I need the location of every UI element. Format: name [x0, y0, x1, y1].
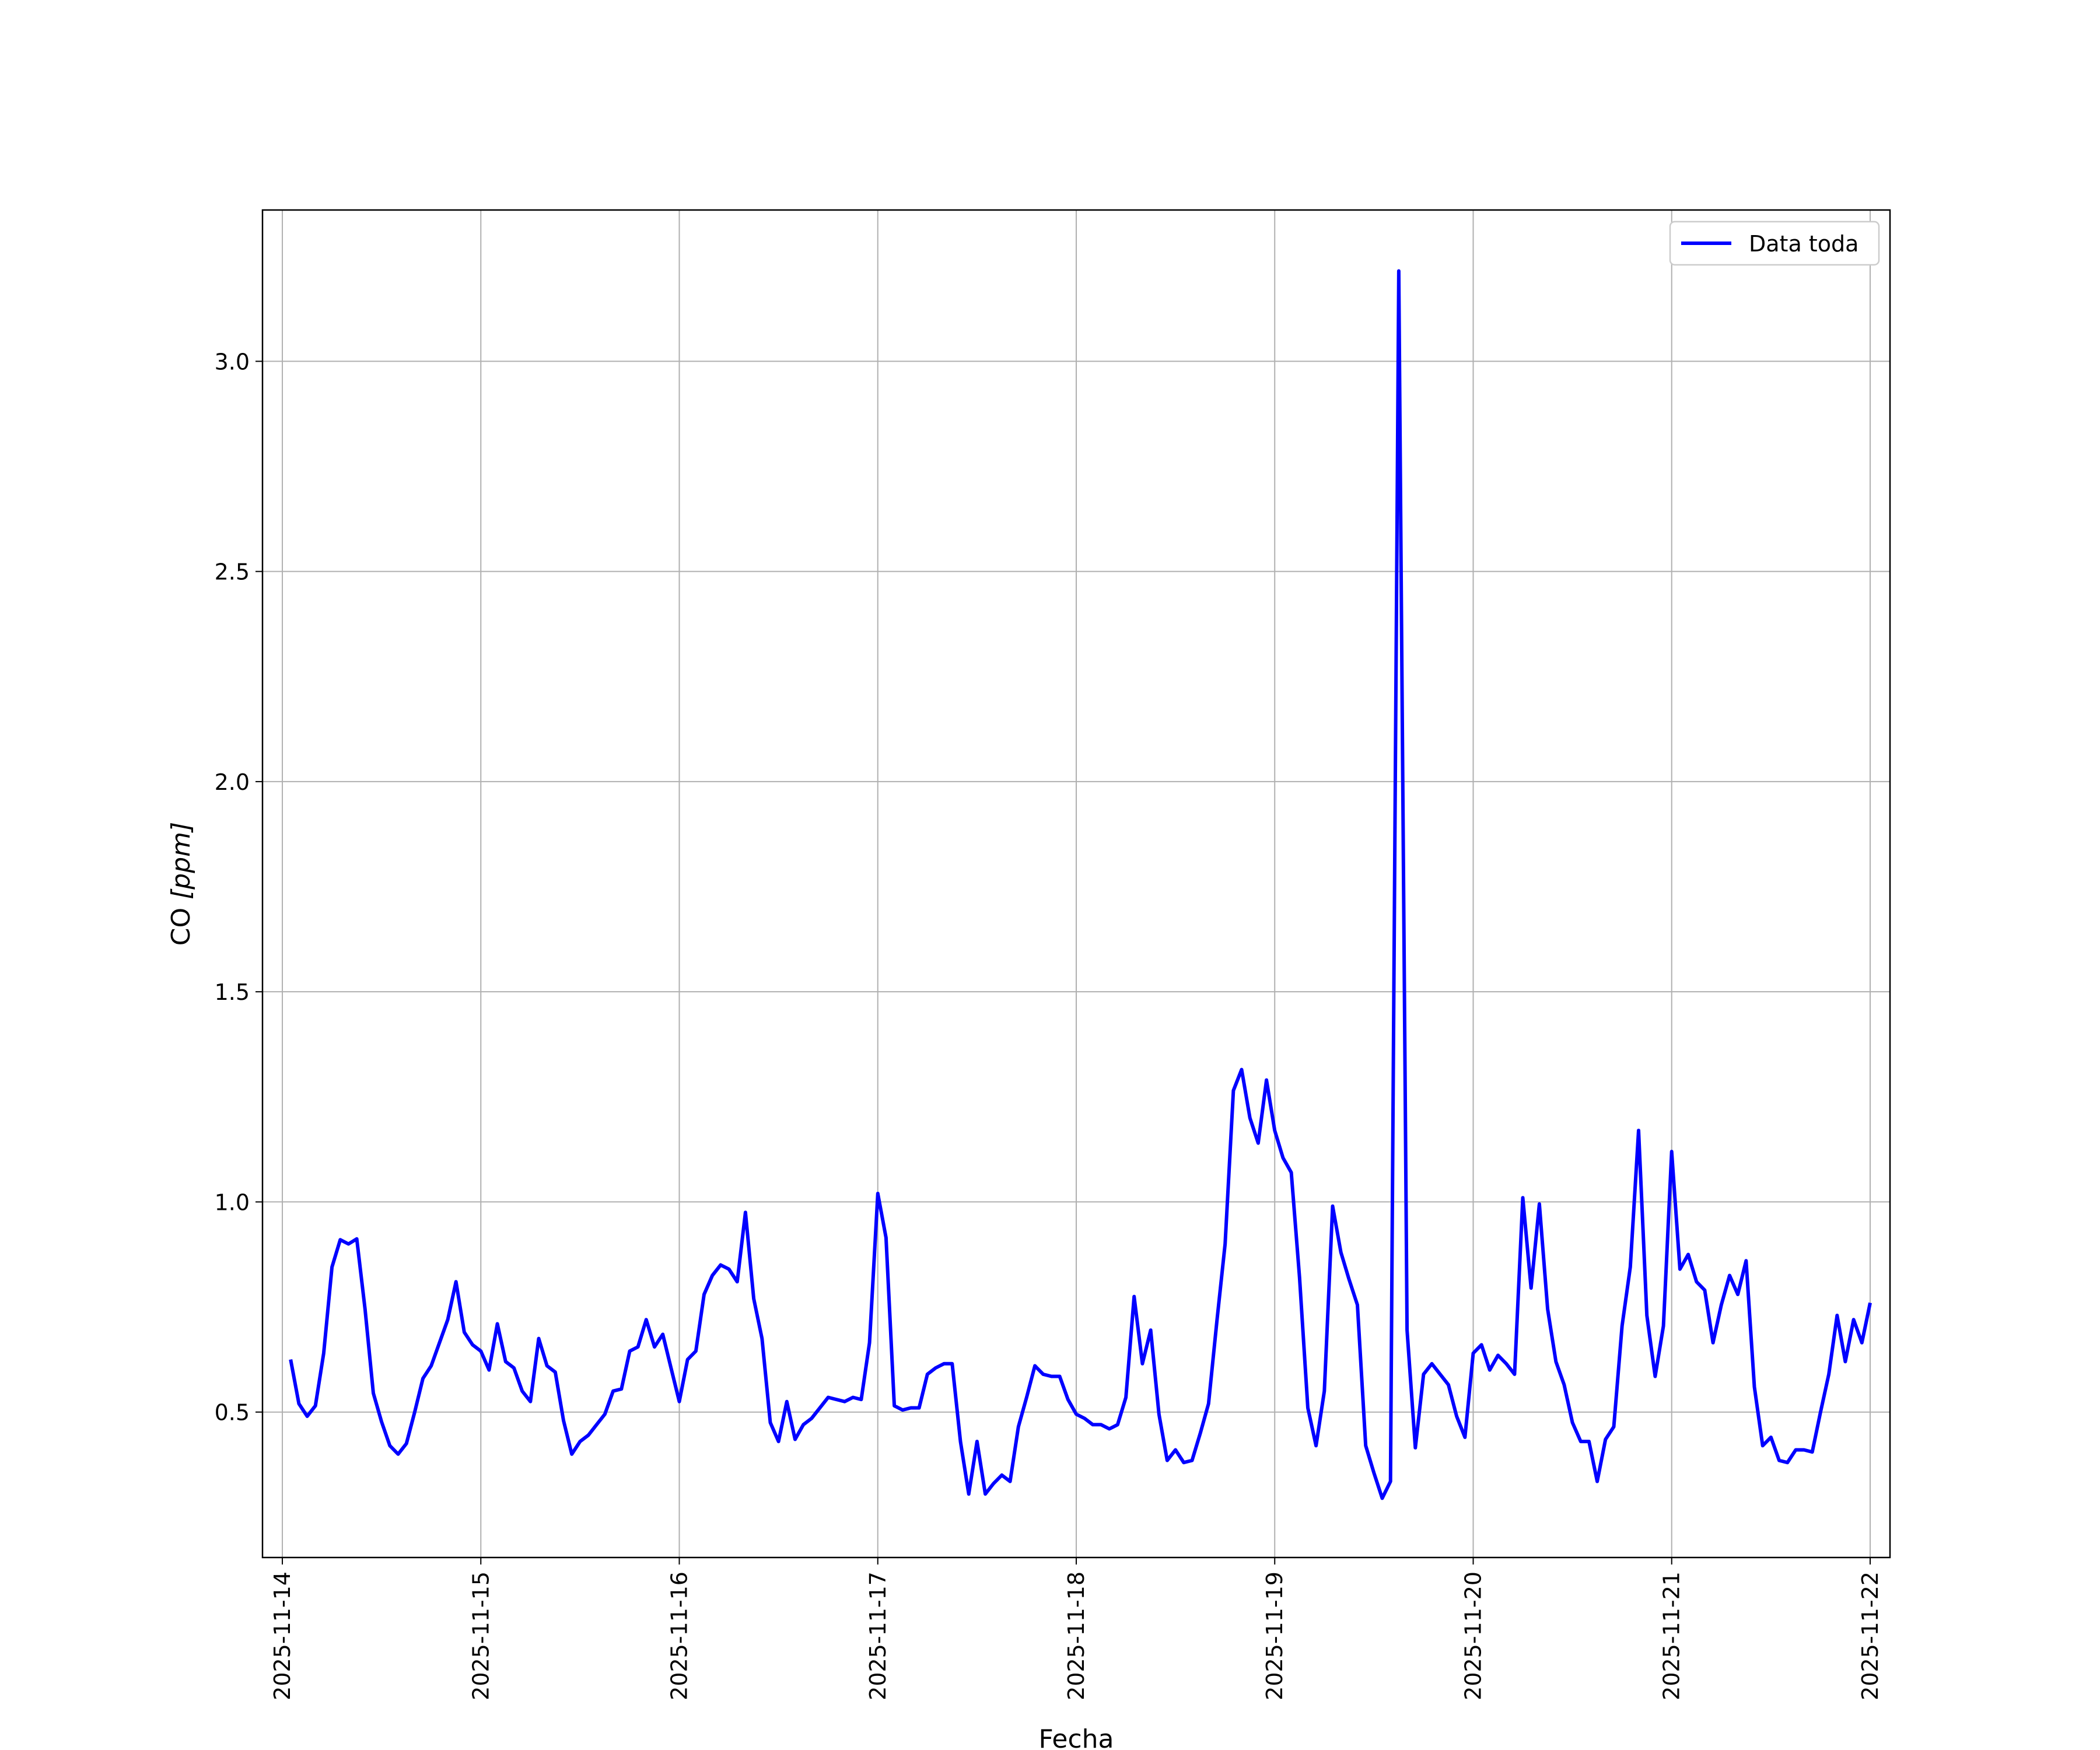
legend-label: Data toda — [1749, 231, 1859, 257]
x-axis-ticks: 2025-11-14 2025-11-15 2025-11-16 2025-11-17… — [270, 1558, 1883, 1700]
legend: Data toda — [1669, 220, 1880, 266]
plot-frame — [261, 209, 1891, 1559]
y-tick-label: 1.5 — [215, 979, 250, 1005]
x-tick-label: 2025-11-15 — [468, 1572, 494, 1700]
x-tick-label: 2025-11-14 — [270, 1572, 295, 1700]
y-tick-label: 2.0 — [215, 769, 250, 795]
y-tick-label: 1.0 — [215, 1189, 250, 1215]
y-tick-label: 0.5 — [215, 1400, 250, 1426]
y-axis-label: CO [ppm] — [166, 822, 196, 946]
x-tick-label: 2025-11-21 — [1659, 1572, 1685, 1700]
series-layer — [289, 269, 1872, 1500]
y-axis-ticks: 0.5 1.0 1.5 2.0 2.5 3.0 — [215, 349, 262, 1426]
series-line-data-toda — [289, 269, 1872, 1500]
x-tick-label: 2025-11-17 — [865, 1572, 891, 1700]
x-tick-label: 2025-11-18 — [1063, 1572, 1089, 1700]
x-tick-label: 2025-11-20 — [1460, 1572, 1486, 1700]
x-tick-label: 2025-11-19 — [1262, 1572, 1287, 1700]
y-axis-label-main: CO — [166, 900, 196, 946]
x-tick-label: 2025-11-16 — [667, 1572, 692, 1700]
y-tick-label: 3.0 — [215, 349, 250, 374]
y-tick-label: 2.5 — [215, 559, 250, 585]
y-axis-label-unit: [ppm] — [166, 822, 196, 900]
x-axis-label: Fecha — [1038, 1724, 1114, 1750]
legend-box — [1669, 220, 1880, 266]
x-tick-label: 2025-11-22 — [1857, 1572, 1883, 1700]
